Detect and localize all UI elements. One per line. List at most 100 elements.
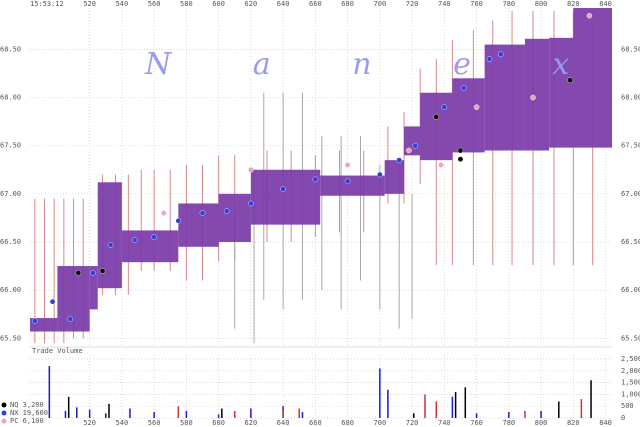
- y-tick-label: 500: [621, 402, 634, 410]
- volume-bar: [67, 396, 70, 418]
- trade-dot: [344, 178, 351, 185]
- x-tick-label: 600: [212, 419, 225, 427]
- volume-bar: [250, 408, 252, 418]
- y-tick-label-left: 66.00: [0, 286, 21, 294]
- y-tick-label: 1,500: [621, 379, 640, 387]
- y-tick-label: 1,000: [621, 390, 640, 398]
- x-tick-label: 620: [245, 0, 258, 8]
- trade-dot: [486, 56, 493, 62]
- y-tick-label: 65.50: [621, 334, 640, 342]
- nbbo-band: [573, 8, 612, 148]
- trade-dot: [131, 237, 138, 243]
- trade-dot: [530, 94, 536, 101]
- volume-bar: [580, 399, 583, 418]
- volume-bar: [454, 392, 457, 418]
- x-tick-label: 700: [374, 0, 387, 8]
- volume-bar: [508, 412, 510, 418]
- nbbo-band: [452, 78, 485, 153]
- y-tick-label: 68.50: [621, 45, 640, 53]
- trade-dot: [312, 176, 319, 183]
- y-tick-label: 0: [621, 414, 625, 422]
- trade-dot: [199, 210, 206, 216]
- nbbo-band: [178, 203, 219, 247]
- legend-marker: [1, 410, 7, 416]
- volume-bar: [129, 408, 131, 418]
- y-tick-label-left: 65.50: [0, 334, 21, 342]
- volume-bar: [464, 387, 467, 418]
- x-tick-label: 680: [341, 419, 354, 427]
- nbbo-band: [420, 92, 453, 161]
- trade-dot: [280, 186, 286, 192]
- nbbo-band: [524, 38, 550, 151]
- x-tick-label: 840: [599, 0, 612, 8]
- watermark: N a n e x: [144, 47, 605, 82]
- trade-dot: [460, 85, 467, 91]
- x-tick-label: 540: [116, 0, 129, 8]
- nbbo-band: [121, 230, 179, 263]
- x-tick-label: 820: [567, 419, 580, 427]
- volume-bar: [217, 414, 220, 418]
- nbbo-band: [320, 175, 385, 196]
- volume-bar: [524, 410, 526, 418]
- x-tick-label: 840: [599, 419, 612, 427]
- x-tick-label: 760: [470, 0, 483, 8]
- nbbo-band: [89, 266, 98, 310]
- time-label: 15:53:12: [30, 0, 64, 8]
- x-tick-label: 780: [502, 0, 515, 8]
- trade-dot: [90, 269, 96, 276]
- x-tick-label: 720: [406, 419, 419, 427]
- trade-dot: [344, 162, 351, 168]
- trade-dot: [497, 51, 504, 58]
- trade-dot: [32, 318, 38, 324]
- y-tick-label: 67.50: [621, 142, 640, 150]
- nbbo-band: [549, 37, 574, 148]
- volume-bar: [153, 412, 155, 418]
- legend-label: NX 19,600: [10, 409, 48, 417]
- pane-title: Trade Volume: [32, 347, 83, 355]
- x-tick-label: 620: [245, 419, 258, 427]
- volume-bar: [105, 413, 107, 418]
- nbbo-band: [250, 169, 321, 225]
- x-tick-label: 800: [535, 419, 548, 427]
- volume-bar: [301, 412, 304, 418]
- x-tick-label: 720: [406, 0, 419, 8]
- y-tick-label-left: 67.00: [0, 190, 21, 198]
- volume-bar: [108, 403, 110, 418]
- trade-dot: [396, 157, 402, 163]
- volume-bar: [475, 413, 478, 418]
- nbbo-band: [384, 160, 405, 194]
- trade-dot: [223, 208, 230, 214]
- volume-bar: [298, 408, 300, 418]
- trade-dot: [438, 162, 444, 168]
- volume-bar: [540, 410, 542, 418]
- volume-bar: [282, 409, 284, 418]
- x-tick-label: 800: [535, 0, 548, 8]
- trade-dot: [49, 298, 56, 305]
- trade-dot: [567, 77, 573, 84]
- trade-dot: [75, 269, 82, 276]
- volume-bar: [451, 396, 454, 418]
- trade-dot: [457, 147, 464, 154]
- trade-dot: [248, 166, 254, 173]
- volume-bar: [177, 406, 180, 418]
- y-tick-label: 2,000: [621, 367, 640, 375]
- trade-dot: [175, 217, 182, 224]
- x-tick-label: 580: [180, 0, 193, 8]
- x-tick-label: 740: [438, 0, 451, 8]
- volume-bar: [88, 409, 91, 418]
- x-tick-label: 580: [180, 419, 193, 427]
- y-tick-label-left: 67.50: [0, 142, 21, 150]
- volume-bar: [379, 368, 381, 418]
- x-tick-label: 660: [309, 0, 322, 8]
- trade-dot: [67, 316, 74, 322]
- nbbo-band: [57, 266, 90, 332]
- x-tick-label: 680: [341, 0, 354, 8]
- y-tick-label-left: 68.50: [0, 45, 21, 53]
- x-tick-label: 820: [567, 0, 580, 8]
- volume-bar: [233, 410, 236, 418]
- x-tick-label: 520: [83, 0, 96, 8]
- legend-marker: [1, 402, 7, 408]
- y-tick-label: 2,500: [621, 355, 640, 363]
- trade-dot: [412, 142, 419, 149]
- y-tick-label-left: 66.50: [0, 238, 21, 246]
